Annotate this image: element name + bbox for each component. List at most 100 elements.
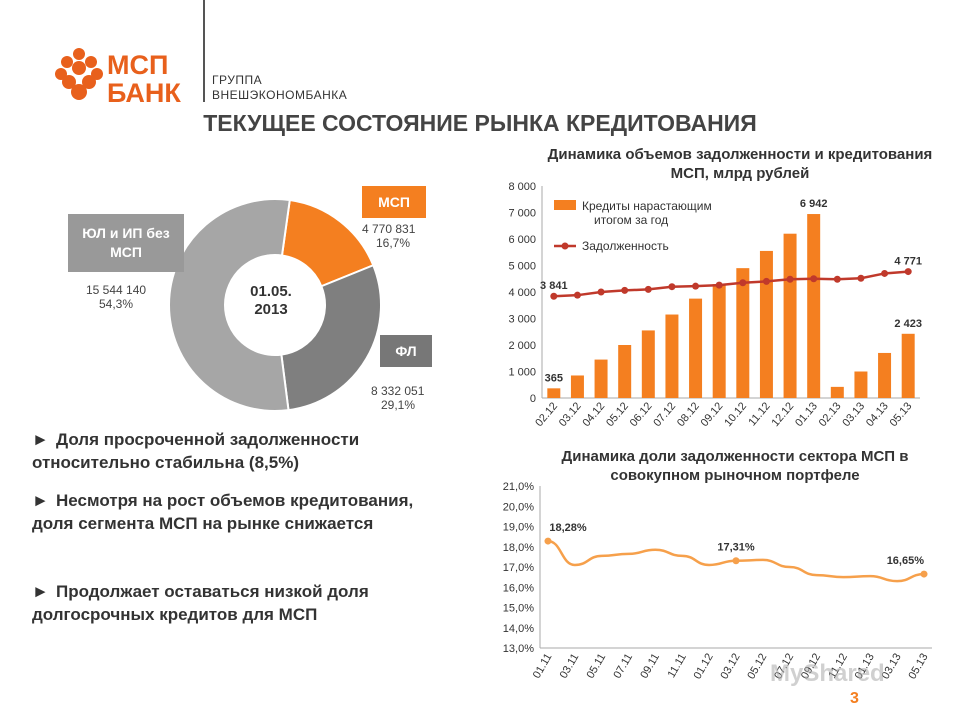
debt-point (550, 292, 558, 300)
share-chart-title: Динамика доли задолженности сектора МСП … (561, 448, 909, 484)
header-divider (203, 0, 205, 102)
bar-chart-title: Динамика объемов задолженности и кредито… (547, 146, 933, 182)
slice-percent-fl: 29,1% (381, 398, 416, 412)
data-label: 365 (545, 372, 563, 384)
debt-point (597, 288, 605, 296)
slice-value-fl: 8 332 051 (371, 384, 425, 398)
logo-text-msp: МСП (107, 50, 169, 80)
x-tick-label: 05.13 (906, 652, 930, 682)
bullet-arrow-icon: ► (32, 582, 49, 601)
bar (854, 371, 868, 398)
group-label-line2: ВНЕШЭКОНОМБАНКА (212, 88, 348, 102)
debt-point (573, 291, 581, 299)
y-tick-label: 7 000 (508, 208, 536, 220)
slice-value-msp: 4 770 831 (362, 222, 416, 236)
logo-text-bank: БАНК (107, 78, 181, 108)
bullet-arrow-icon: ► (32, 430, 49, 449)
bar-chart: 0 1 000 2 000 3 000 4 000 5 000 6 000 7 000 8 00… (508, 181, 922, 429)
page-number: 3 (850, 690, 859, 707)
x-tick-label: 05.13 (888, 400, 915, 429)
x-tick-label: 05.12 (745, 652, 769, 682)
x-tick-label: 03.12 (718, 652, 742, 682)
debt-point (692, 282, 700, 290)
slice-label-msp: МСП (362, 186, 426, 218)
donut-center-label: 01.05. 2013 (250, 283, 292, 318)
x-tick-label: 11.11 (666, 652, 689, 680)
legend-bar-label: Кредиты нарастающим итогом за год (582, 199, 712, 227)
share-point (920, 570, 928, 578)
bar (594, 359, 608, 398)
debt-point (881, 269, 889, 277)
y-tick-label: 4 000 (508, 287, 536, 299)
x-tick-label: 05.11 (585, 652, 609, 681)
donut-slice-ul (168, 198, 291, 412)
debt-point (644, 285, 652, 293)
data-label: 16,65% (887, 555, 925, 567)
bullet-item: ► Доля просроченной задолженности относит… (32, 430, 360, 472)
x-tick-label: 04.12 (580, 400, 607, 429)
bar (665, 314, 679, 398)
debt-point (739, 279, 747, 287)
bar (901, 333, 915, 398)
slice-label-fl: ФЛ (380, 335, 432, 367)
slice-label-ul: ЮЛ и ИП без МСП (68, 214, 184, 272)
y-tick-label: 18,0% (503, 542, 534, 554)
y-tick-label: 15,0% (503, 603, 534, 615)
y-tick-label: 6 000 (508, 234, 536, 246)
bar (783, 233, 797, 398)
x-tick-label: 10.12 (722, 400, 749, 429)
debt-point (668, 283, 676, 291)
data-label: 17,31% (717, 542, 755, 554)
x-tick-label: 03.12 (557, 400, 584, 429)
bar (830, 386, 844, 398)
debt-point (715, 281, 723, 289)
share-line-chart: 13,0% 14,0% 15,0% 16,0% 17,0% 18,0% 19,0% 20,0%… (503, 481, 932, 682)
data-label: 2 423 (894, 318, 922, 330)
slice-value-ul: 15 544 140 (86, 283, 147, 297)
x-tick-label: 01.13 (793, 400, 820, 429)
bar (712, 284, 726, 398)
bar (736, 268, 750, 398)
y-tick-label: 20,0% (503, 501, 534, 513)
x-tick-label: 09.11 (638, 652, 662, 681)
debt-point (786, 275, 794, 283)
x-tick-label: 07.12 (651, 400, 678, 429)
y-tick-label: 2 000 (508, 340, 536, 352)
y-tick-label: 0 (530, 393, 536, 405)
y-tick-label: 5 000 (508, 261, 536, 273)
x-tick-label: 04.13 (864, 400, 891, 429)
x-tick-label: 03.13 (840, 400, 867, 429)
debt-point (904, 268, 912, 276)
slice-percent-msp: 16,7% (376, 236, 411, 250)
x-tick-label: 03.11 (558, 652, 582, 681)
data-label: 18,28% (549, 522, 587, 534)
x-tick-label: 02.12 (533, 400, 560, 429)
debt-point (833, 275, 841, 283)
legend-bar-swatch (554, 200, 576, 210)
data-label: 3 841 (540, 280, 568, 292)
bar (618, 345, 632, 398)
x-tick-label: 11.12 (746, 400, 772, 428)
y-tick-label: 21,0% (503, 481, 534, 493)
share-point (732, 557, 740, 565)
page-title: ТЕКУЩЕЕ СОСТОЯНИЕ РЫНКА КРЕДИТОВАНИЯ (203, 110, 757, 136)
debt-point (810, 275, 818, 283)
y-tick-label: 14,0% (503, 623, 534, 635)
share-point (544, 537, 552, 545)
x-tick-label: 07.11 (611, 652, 635, 681)
bullet-item: ► Несмотря на рост объемов кредитования, … (32, 491, 414, 533)
debt-point (762, 277, 770, 285)
y-tick-label: 17,0% (503, 562, 534, 574)
debt-point (621, 286, 629, 294)
donut-chart (168, 198, 382, 412)
x-tick-label: 01.12 (692, 652, 716, 682)
x-tick-label: 02.13 (817, 400, 844, 429)
y-tick-label: 13,0% (503, 643, 534, 655)
legend-line-marker (561, 242, 569, 250)
y-tick-label: 3 000 (508, 314, 536, 326)
y-tick-label: 16,0% (503, 582, 534, 594)
logo-mark-icon (55, 48, 103, 100)
y-tick-label: 8 000 (508, 181, 536, 193)
group-label-line1: ГРУППА (212, 73, 263, 87)
debt-point (857, 274, 865, 282)
